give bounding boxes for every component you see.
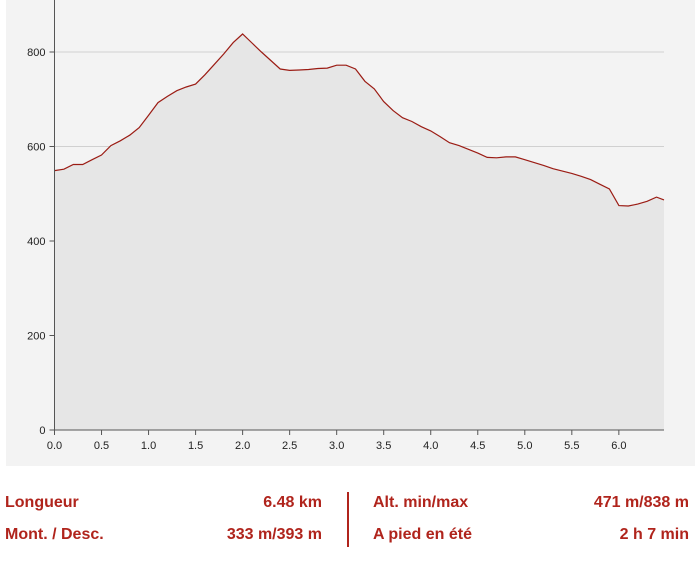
elevation-chart: 0 200 400 600 800 0.0 0.5 1.0 1.5 2.0 2.5 3.0 3.5 4.0… xyxy=(27,0,665,452)
elevation-line xyxy=(54,33,665,207)
elevation-area xyxy=(54,34,664,430)
altitude-label: Alt. min/max xyxy=(373,494,469,511)
x-tick-label: 2.0 xyxy=(235,440,250,452)
x-tick-label: 4.5 xyxy=(470,440,485,452)
altitude-value: 471 m/838 m xyxy=(593,494,689,511)
walking-time-value: 2 h 7 min xyxy=(619,526,689,543)
x-tick-label: 3.5 xyxy=(376,440,391,452)
length-value: 6.48 km xyxy=(263,494,322,511)
stats-divider xyxy=(347,492,349,547)
x-tick-label: 1.0 xyxy=(141,440,156,452)
y-tick-label: 800 xyxy=(27,47,45,59)
x-tick-label: 5.5 xyxy=(564,440,579,452)
x-tick-label: 2.5 xyxy=(282,440,297,452)
x-tick-label: 3.0 xyxy=(329,440,344,452)
elevation-chart-panel: 0 200 400 600 800 0.0 0.5 1.0 1.5 2.0 2.5 3.0 3.5 4.0… xyxy=(6,0,695,466)
y-tick-label: 600 xyxy=(27,142,45,154)
y-tick-label: 400 xyxy=(27,236,45,248)
y-tick-label: 0 xyxy=(39,425,45,437)
climb-descent-value: 333 m/393 m xyxy=(226,526,322,543)
x-tick-label: 5.0 xyxy=(517,440,532,452)
x-tick-label: 0.0 xyxy=(47,440,62,452)
x-tick-label: 1.5 xyxy=(188,440,203,452)
route-stats: Longueur 6.48 km Mont. / Desc. 333 m/393… xyxy=(0,484,700,554)
length-label: Longueur xyxy=(5,494,79,511)
climb-descent-label: Mont. / Desc. xyxy=(5,526,104,543)
walking-time-label: A pied en été xyxy=(373,526,472,543)
y-tick-label: 200 xyxy=(27,331,45,343)
x-tick-label: 6.0 xyxy=(611,440,626,452)
x-tick-label: 0.5 xyxy=(94,440,109,452)
x-tick-label: 4.0 xyxy=(423,440,438,452)
